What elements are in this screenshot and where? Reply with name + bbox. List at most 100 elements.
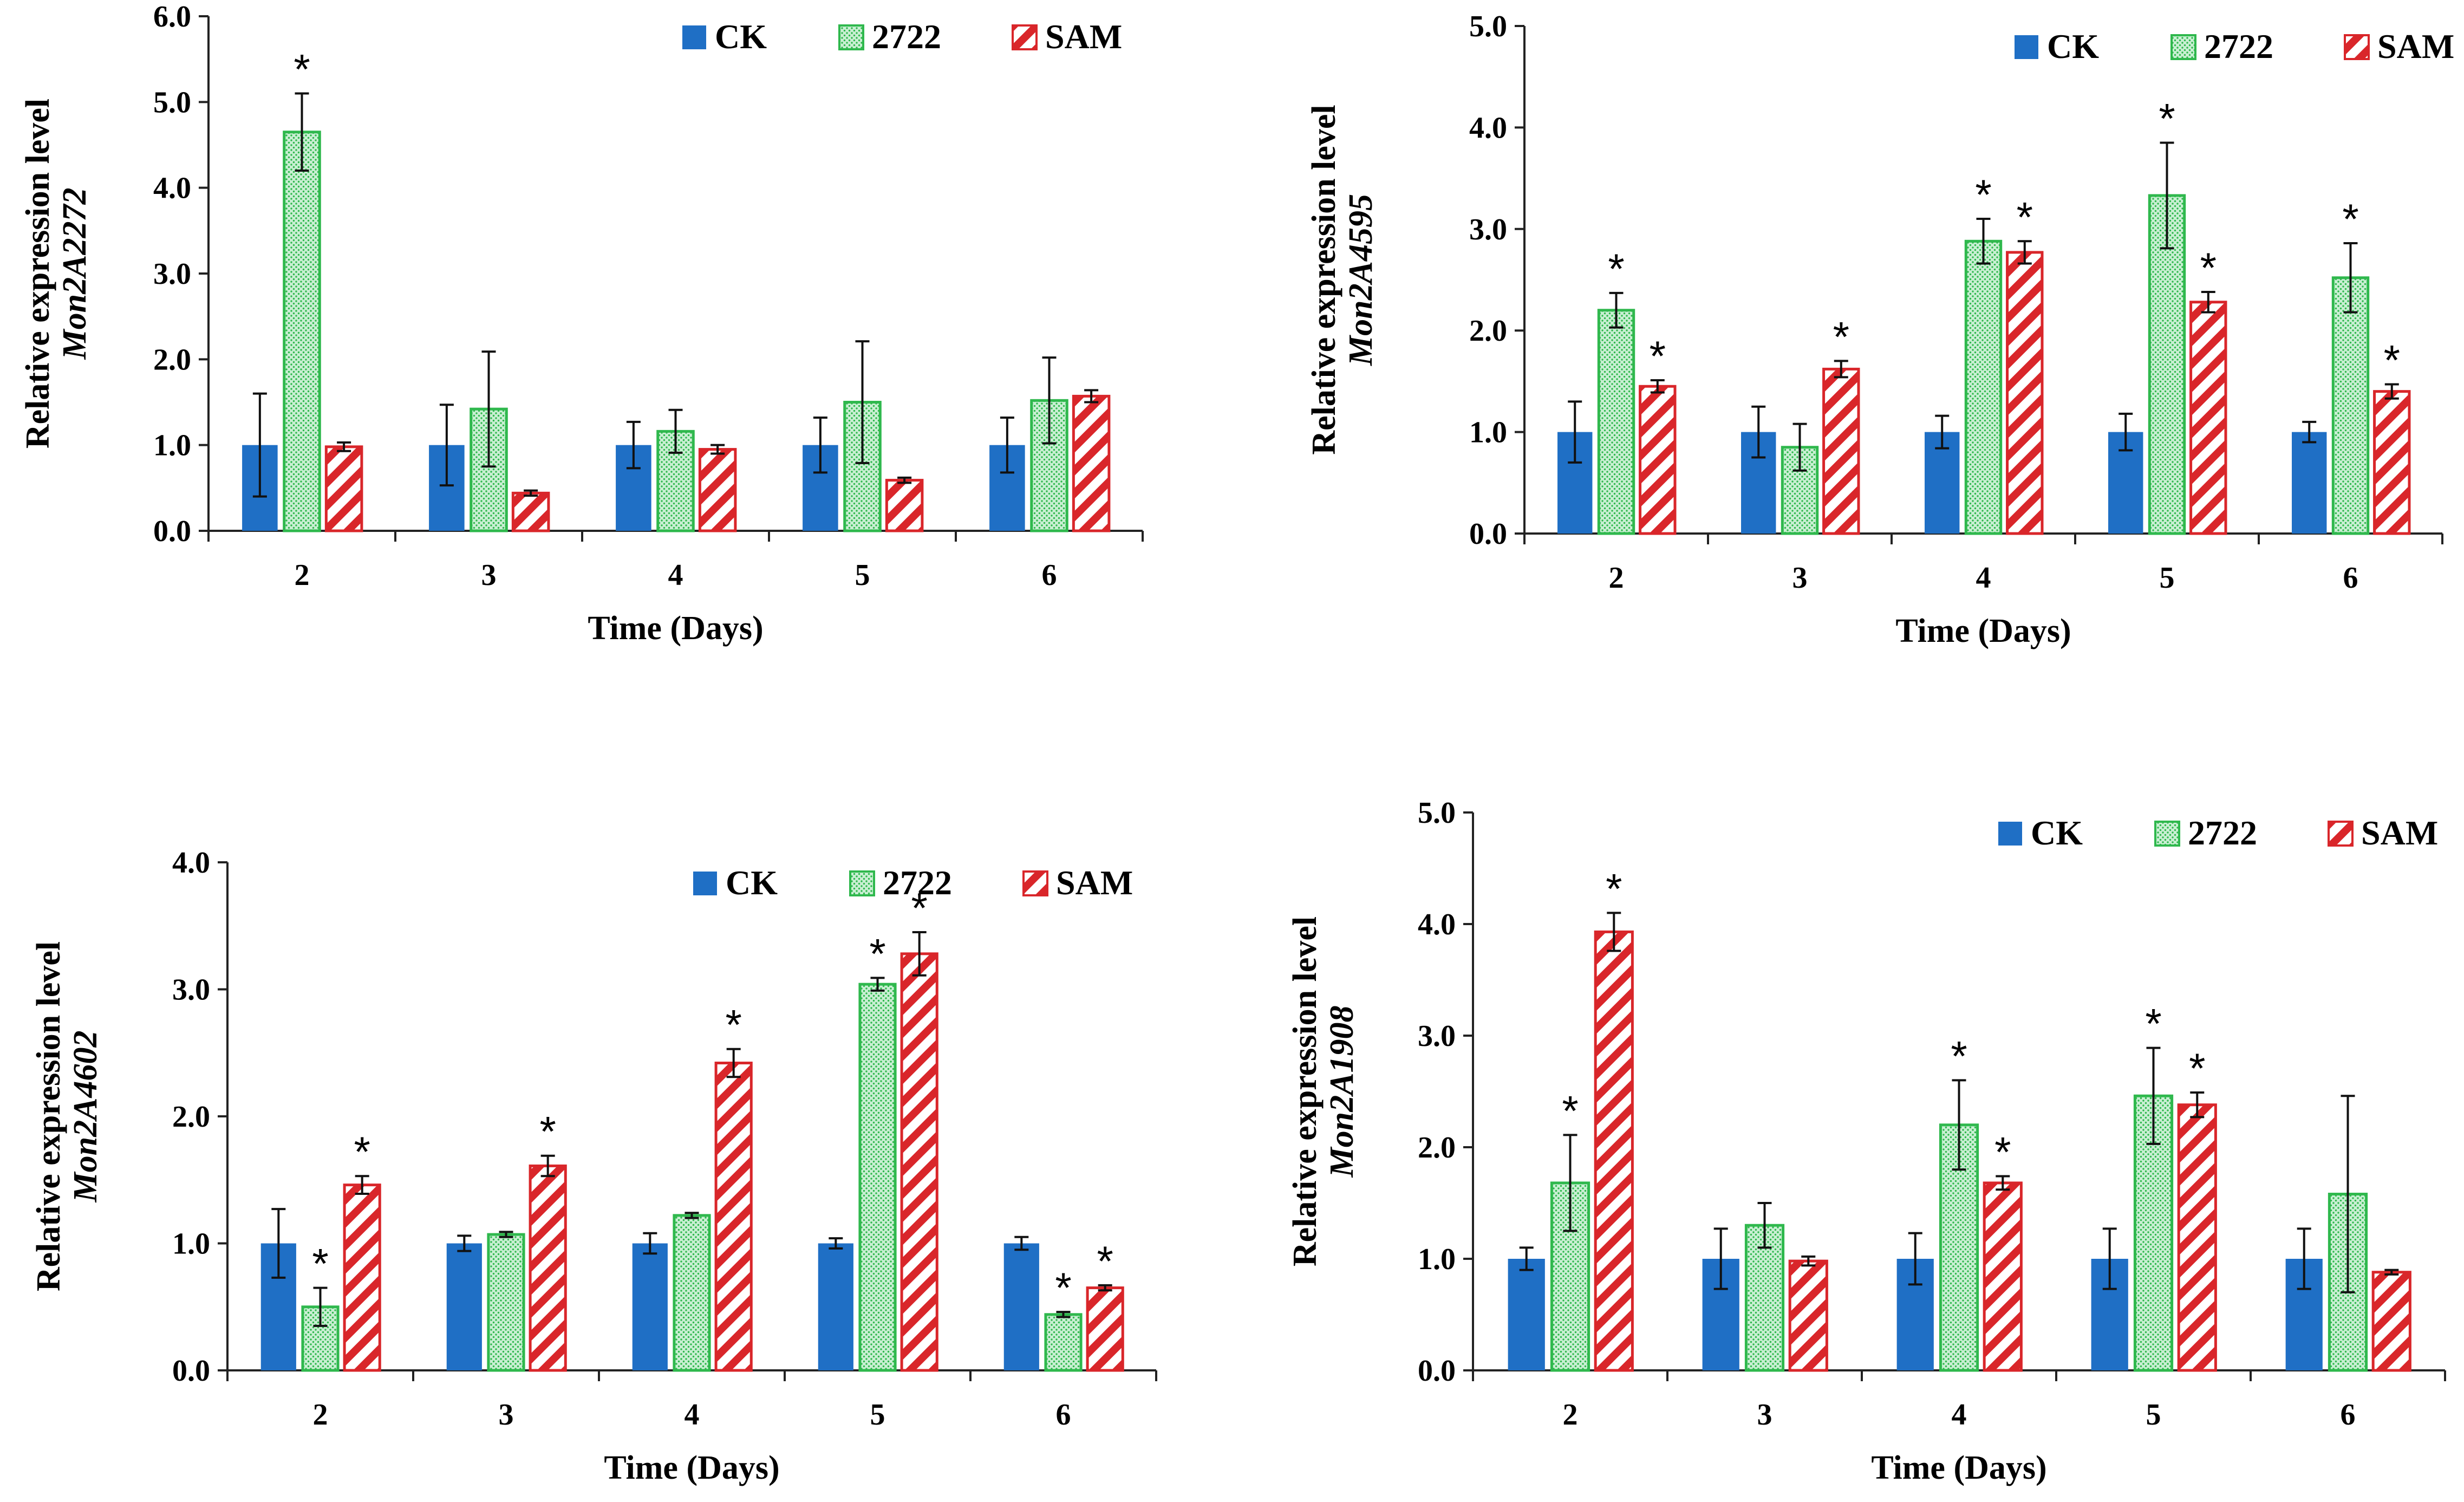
x-tick-label: 5: [870, 1398, 885, 1432]
y-axis-title: Relative expression level: [19, 99, 56, 448]
y-axis-title: Relative expression level: [30, 941, 67, 1291]
legend-label: 2722: [872, 17, 941, 56]
bar-ck: [1508, 1259, 1545, 1370]
chart-bottom-right: 0.0 1.0 2.0 3.0 4.0 5.0 2 3 4 5 6 Time (Days) Relati…: [1287, 796, 2446, 1486]
y-tick-label: 2.0: [1469, 314, 1507, 348]
bar-sam: [529, 1164, 567, 1372]
significance-star: *: [2342, 195, 2358, 243]
x-tick-label: 4: [1976, 561, 1991, 595]
x-tick-label: 2: [313, 1398, 328, 1432]
legend-swatch-ck: [682, 25, 706, 49]
legend-label: 2722: [883, 863, 952, 902]
legend-swatch-2722: [2170, 34, 2196, 60]
y-tick-label: 0.0: [153, 515, 191, 548]
x-tick-label: 6: [2343, 561, 2358, 595]
y-axis-gene-label: Mon2A2272: [56, 188, 93, 360]
legend-swatch-2722: [838, 24, 864, 50]
bar-ck: [632, 1243, 668, 1370]
significance-star: *: [1994, 1128, 2011, 1176]
significance-star: *: [1951, 1032, 1967, 1080]
significance-star: *: [1833, 313, 1849, 360]
legend-swatch-sam: [2344, 34, 2370, 60]
significance-star: *: [539, 1108, 556, 1155]
significance-star: *: [2384, 336, 2400, 384]
significance-star: *: [1608, 245, 1624, 292]
x-tick-label: 3: [1792, 561, 1808, 595]
y-axis-title: Relative expression level: [1287, 916, 1324, 1266]
legend-label: SAM: [2361, 814, 2438, 852]
x-tick-label: 3: [1757, 1398, 1772, 1432]
x-tick-label: 5: [2146, 1398, 2161, 1432]
charts-root: 0.0 1.0 2.0 3.0 4.0 5.0 6.0 2 3 4 5 6 Time (Days) Rel…: [19, 0, 2454, 1486]
y-tick-label: 5.0: [153, 86, 191, 119]
significance-star: *: [2017, 193, 2033, 240]
bar-sam: [2189, 301, 2227, 535]
y-tick-label: 1.0: [172, 1227, 210, 1261]
bar-sam: [343, 1184, 381, 1372]
legend-label: SAM: [1045, 17, 1122, 56]
legend-label: 2722: [2188, 814, 2257, 852]
bar-sam: [1822, 367, 1860, 535]
significance-star: *: [2189, 1044, 2205, 1092]
y-axis-gene-label: Mon2A4602: [67, 1031, 104, 1203]
bar-2722: [2331, 276, 2370, 535]
bar-sam: [698, 448, 737, 532]
significance-star: *: [1097, 1237, 1113, 1285]
y-tick-label: 0.0: [172, 1354, 210, 1388]
x-axis-title: Time (Days): [1871, 1449, 2046, 1486]
legend-swatch-2722: [2154, 821, 2180, 847]
y-tick-label: 4.0: [1418, 908, 1456, 941]
x-tick-label: 3: [499, 1398, 514, 1432]
y-tick-label: 2.0: [1418, 1131, 1456, 1165]
x-tick-label: 6: [1056, 1398, 1071, 1432]
x-tick-label: 4: [1952, 1398, 1967, 1432]
legend-swatch-sam: [2328, 821, 2354, 847]
significance-star: *: [1650, 332, 1666, 380]
legend-swatch-ck: [2015, 35, 2038, 59]
legend-label: SAM: [2377, 27, 2454, 66]
y-axis-gene-label: Mon2A4595: [1342, 194, 1379, 366]
bar-sam: [714, 1062, 753, 1372]
y-tick-label: 2.0: [172, 1100, 210, 1134]
x-axis-title: Time (Days): [588, 610, 763, 647]
bar-sam: [2371, 1271, 2411, 1372]
bar-sam: [1072, 394, 1111, 532]
bar-ck: [818, 1243, 853, 1370]
y-axis-title: Relative expression level: [1306, 105, 1342, 454]
y-tick-label: 5.0: [1418, 796, 1456, 830]
y-tick-label: 3.0: [153, 257, 191, 291]
y-tick-label: 1.0: [1469, 416, 1507, 450]
y-axis-gene-label: Mon2A1908: [1324, 1006, 1360, 1178]
x-tick-label: 2: [295, 558, 310, 592]
bar-sam: [1086, 1286, 1124, 1372]
chart-top-right: 0.0 1.0 2.0 3.0 4.0 5.0 2 3 4 5 6 Time (Days) Relati…: [1306, 10, 2454, 649]
legend-label: CK: [726, 863, 778, 902]
significance-star: *: [2159, 95, 2175, 142]
x-tick-label: 2: [1609, 561, 1624, 595]
legend-swatch-ck: [693, 872, 717, 895]
significance-star: *: [1975, 171, 1991, 218]
y-tick-label: 3.0: [1469, 213, 1507, 246]
bar-ck: [2292, 432, 2327, 534]
bar-ck: [446, 1243, 482, 1370]
y-tick-label: 1.0: [1418, 1243, 1456, 1276]
significance-star: *: [2200, 244, 2217, 291]
significance-star: *: [1606, 864, 1622, 912]
y-tick-label: 3.0: [172, 973, 210, 1007]
significance-star: *: [911, 884, 927, 932]
bar-2722: [1044, 1313, 1083, 1372]
y-tick-label: 6.0: [153, 0, 191, 34]
legend-swatch-2722: [849, 870, 875, 896]
bar-sam: [885, 479, 924, 532]
chart-bottom-left: 0.0 1.0 2.0 3.0 4.0 2 3 4 5 6 Time (Days) Relative …: [30, 846, 1157, 1486]
legend-label: CK: [2031, 814, 2083, 852]
bar-sam: [1983, 1181, 2023, 1372]
y-tick-label: 4.0: [1469, 111, 1507, 145]
legend-swatch-ck: [1998, 822, 2022, 846]
x-tick-label: 6: [2341, 1398, 2356, 1432]
bar-sam: [2177, 1103, 2217, 1372]
significance-star: *: [2145, 1000, 2161, 1048]
bar-sam: [900, 952, 938, 1372]
x-axis-title: Time (Days): [604, 1449, 779, 1486]
